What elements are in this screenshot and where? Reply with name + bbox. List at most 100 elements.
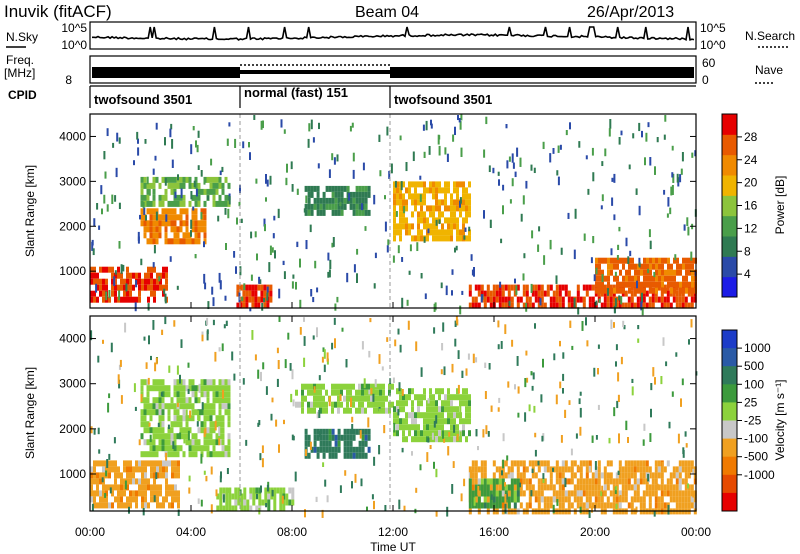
freq-tick: 8 <box>65 73 72 87</box>
nave-label: Nave <box>755 63 783 77</box>
power-colorbar-tick-label: 8 <box>744 244 751 258</box>
power-colorbar-swatch <box>722 134 737 156</box>
nsky-panel: N.Sky 10^5 10^0 10^5 10^0 N.Search <box>6 21 795 52</box>
power-colorbar-tick-label: 24 <box>744 153 758 167</box>
velocity-colorbar-tick-label: -25 <box>744 414 762 428</box>
power-ylabel: Slant Range [km] <box>23 165 37 257</box>
velocity-colorbar-swatch <box>722 348 737 367</box>
power-colorbar-tick-label: 20 <box>744 176 758 190</box>
freq-band-1 <box>92 67 240 78</box>
velocity-colorbar: 1000 500 100 25 -25 -100 -500 -1000 Velocity [m… <box>721 329 787 512</box>
nsearch-tick-top: 10^5 <box>700 21 726 35</box>
scattered-echoes <box>90 316 698 518</box>
power-data-layer <box>90 114 697 316</box>
velocity-colorbar-swatch <box>722 492 737 512</box>
nsearch-label: N.Search <box>745 29 795 43</box>
freq-band-3 <box>390 67 694 78</box>
freq-band-2 <box>240 70 390 74</box>
y-tick-label: 4000 <box>59 332 86 346</box>
freq-label-1: Freq. <box>6 53 34 67</box>
data-region-5 <box>393 181 471 242</box>
data-region-7 <box>595 257 697 294</box>
nsky-tick-bottom: 10^0 <box>61 38 87 52</box>
power-colorbar: 4 8 12 16 20 24 28 Power [dB] <box>721 113 787 298</box>
x-axis: 00:00 04:00 08:00 12:00 16:00 20:00 00:00 <box>75 302 711 539</box>
power-colorbar-tick-label: 16 <box>744 199 758 213</box>
power-colorbar-label: Power [dB] <box>773 176 787 235</box>
velocity-colorbar-tick-label: 1000 <box>744 341 771 355</box>
y-tick-label: 2000 <box>59 422 86 436</box>
y-tick-label: 2000 <box>59 219 86 233</box>
x-tick-label: 12:00 <box>378 525 408 539</box>
velocity-colorbar-tick-label: -100 <box>744 432 768 446</box>
velocity-colorbar-swatch <box>722 456 737 476</box>
y-tick-label: 3000 <box>59 174 86 188</box>
x-axis-label: Time UT <box>370 540 416 554</box>
freq-label-2: [MHz] <box>4 66 35 80</box>
velocity-colorbar-swatch <box>722 330 737 349</box>
power-colorbar-swatch <box>722 236 737 257</box>
cpid-label: CPID <box>8 88 37 102</box>
y-tick-label: 4000 <box>59 129 86 143</box>
data-region-3 <box>140 176 231 207</box>
velocity-colorbar-tick-label: -500 <box>744 450 768 464</box>
power-colorbar-swatch <box>722 276 737 298</box>
power-colorbar-swatch <box>722 215 737 237</box>
x-tick-label: 08:00 <box>277 525 307 539</box>
data-region-2 <box>140 379 231 458</box>
scattered-echoes <box>91 114 697 316</box>
power-colorbar-swatch <box>722 175 737 196</box>
velocity-colorbar-swatch <box>722 420 737 440</box>
x-tick-label: 20:00 <box>580 525 610 539</box>
x-tick-label: 00:00 <box>75 525 105 539</box>
data-region-5 <box>304 428 371 459</box>
velocity-panel: 1000 2000 3000 4000 Slant Range [km] <box>23 315 698 518</box>
power-colorbar-swatch <box>722 256 737 278</box>
power-colorbar-tick-label: 4 <box>744 267 751 281</box>
power-panel: 1000 2000 3000 4000 Slant Range [km] <box>23 113 697 316</box>
velocity-data-layer <box>90 316 698 518</box>
date-title: 26/Apr/2013 <box>587 4 674 21</box>
power-colorbar-swatch <box>722 154 737 176</box>
nsearch-tick-bottom: 10^0 <box>700 38 726 52</box>
power-colorbar-swatch <box>722 114 737 135</box>
nave-tick-top: 60 <box>702 56 716 70</box>
data-region-7 <box>468 478 520 509</box>
cpid-segment-2: normal (fast) 151 <box>244 85 348 100</box>
x-tick-label: 16:00 <box>479 525 509 539</box>
power-colorbar-swatch <box>722 195 737 217</box>
velocity-colorbar-tick-label: 100 <box>744 377 764 391</box>
velocity-colorbar-label: Velocity [m s⁻¹] <box>773 379 787 460</box>
velocity-colorbar-swatch <box>722 474 737 494</box>
cpid-segment-1: twofsound 3501 <box>94 92 192 107</box>
y-tick-label: 3000 <box>59 377 86 391</box>
nsky-label: N.Sky <box>6 30 38 44</box>
velocity-colorbar-swatch <box>722 366 737 385</box>
power-colorbar-tick-label: 12 <box>744 221 758 235</box>
velocity-colorbar-swatch <box>722 402 737 421</box>
velocity-colorbar-swatch <box>722 384 737 403</box>
velocity-colorbar-swatch <box>722 438 737 458</box>
station-title: Inuvik (fitACF) <box>4 2 112 21</box>
data-region-2 <box>140 208 207 245</box>
cpid-segment-3: twofsound 3501 <box>394 92 492 107</box>
velocity-colorbar-tick-label: -1000 <box>744 468 775 482</box>
velocity-colorbar-tick-label: 500 <box>744 359 764 373</box>
cpid-row: CPID twofsound 3501 normal (fast) 151 tw… <box>8 85 696 108</box>
data-region-8 <box>304 185 371 216</box>
beam-title: Beam 04 <box>355 4 419 21</box>
x-tick-label: 00:00 <box>681 525 711 539</box>
y-tick-label: 1000 <box>59 467 86 481</box>
power-colorbar-tick-label: 28 <box>744 130 758 144</box>
nsky-trace <box>92 26 695 42</box>
velocity-ylabel: Slant Range [km] <box>23 367 37 459</box>
nsky-tick-top: 10^5 <box>61 21 87 35</box>
y-tick-label: 1000 <box>59 264 86 278</box>
freq-panel: Freq. [MHz] 8 60 0 Nave <box>4 53 783 87</box>
velocity-colorbar-tick-label: 25 <box>744 395 758 409</box>
data-region-1 <box>90 266 168 303</box>
nave-tick-bottom: 0 <box>702 73 709 87</box>
x-tick-label: 04:00 <box>176 525 206 539</box>
data-region-1 <box>90 460 180 509</box>
